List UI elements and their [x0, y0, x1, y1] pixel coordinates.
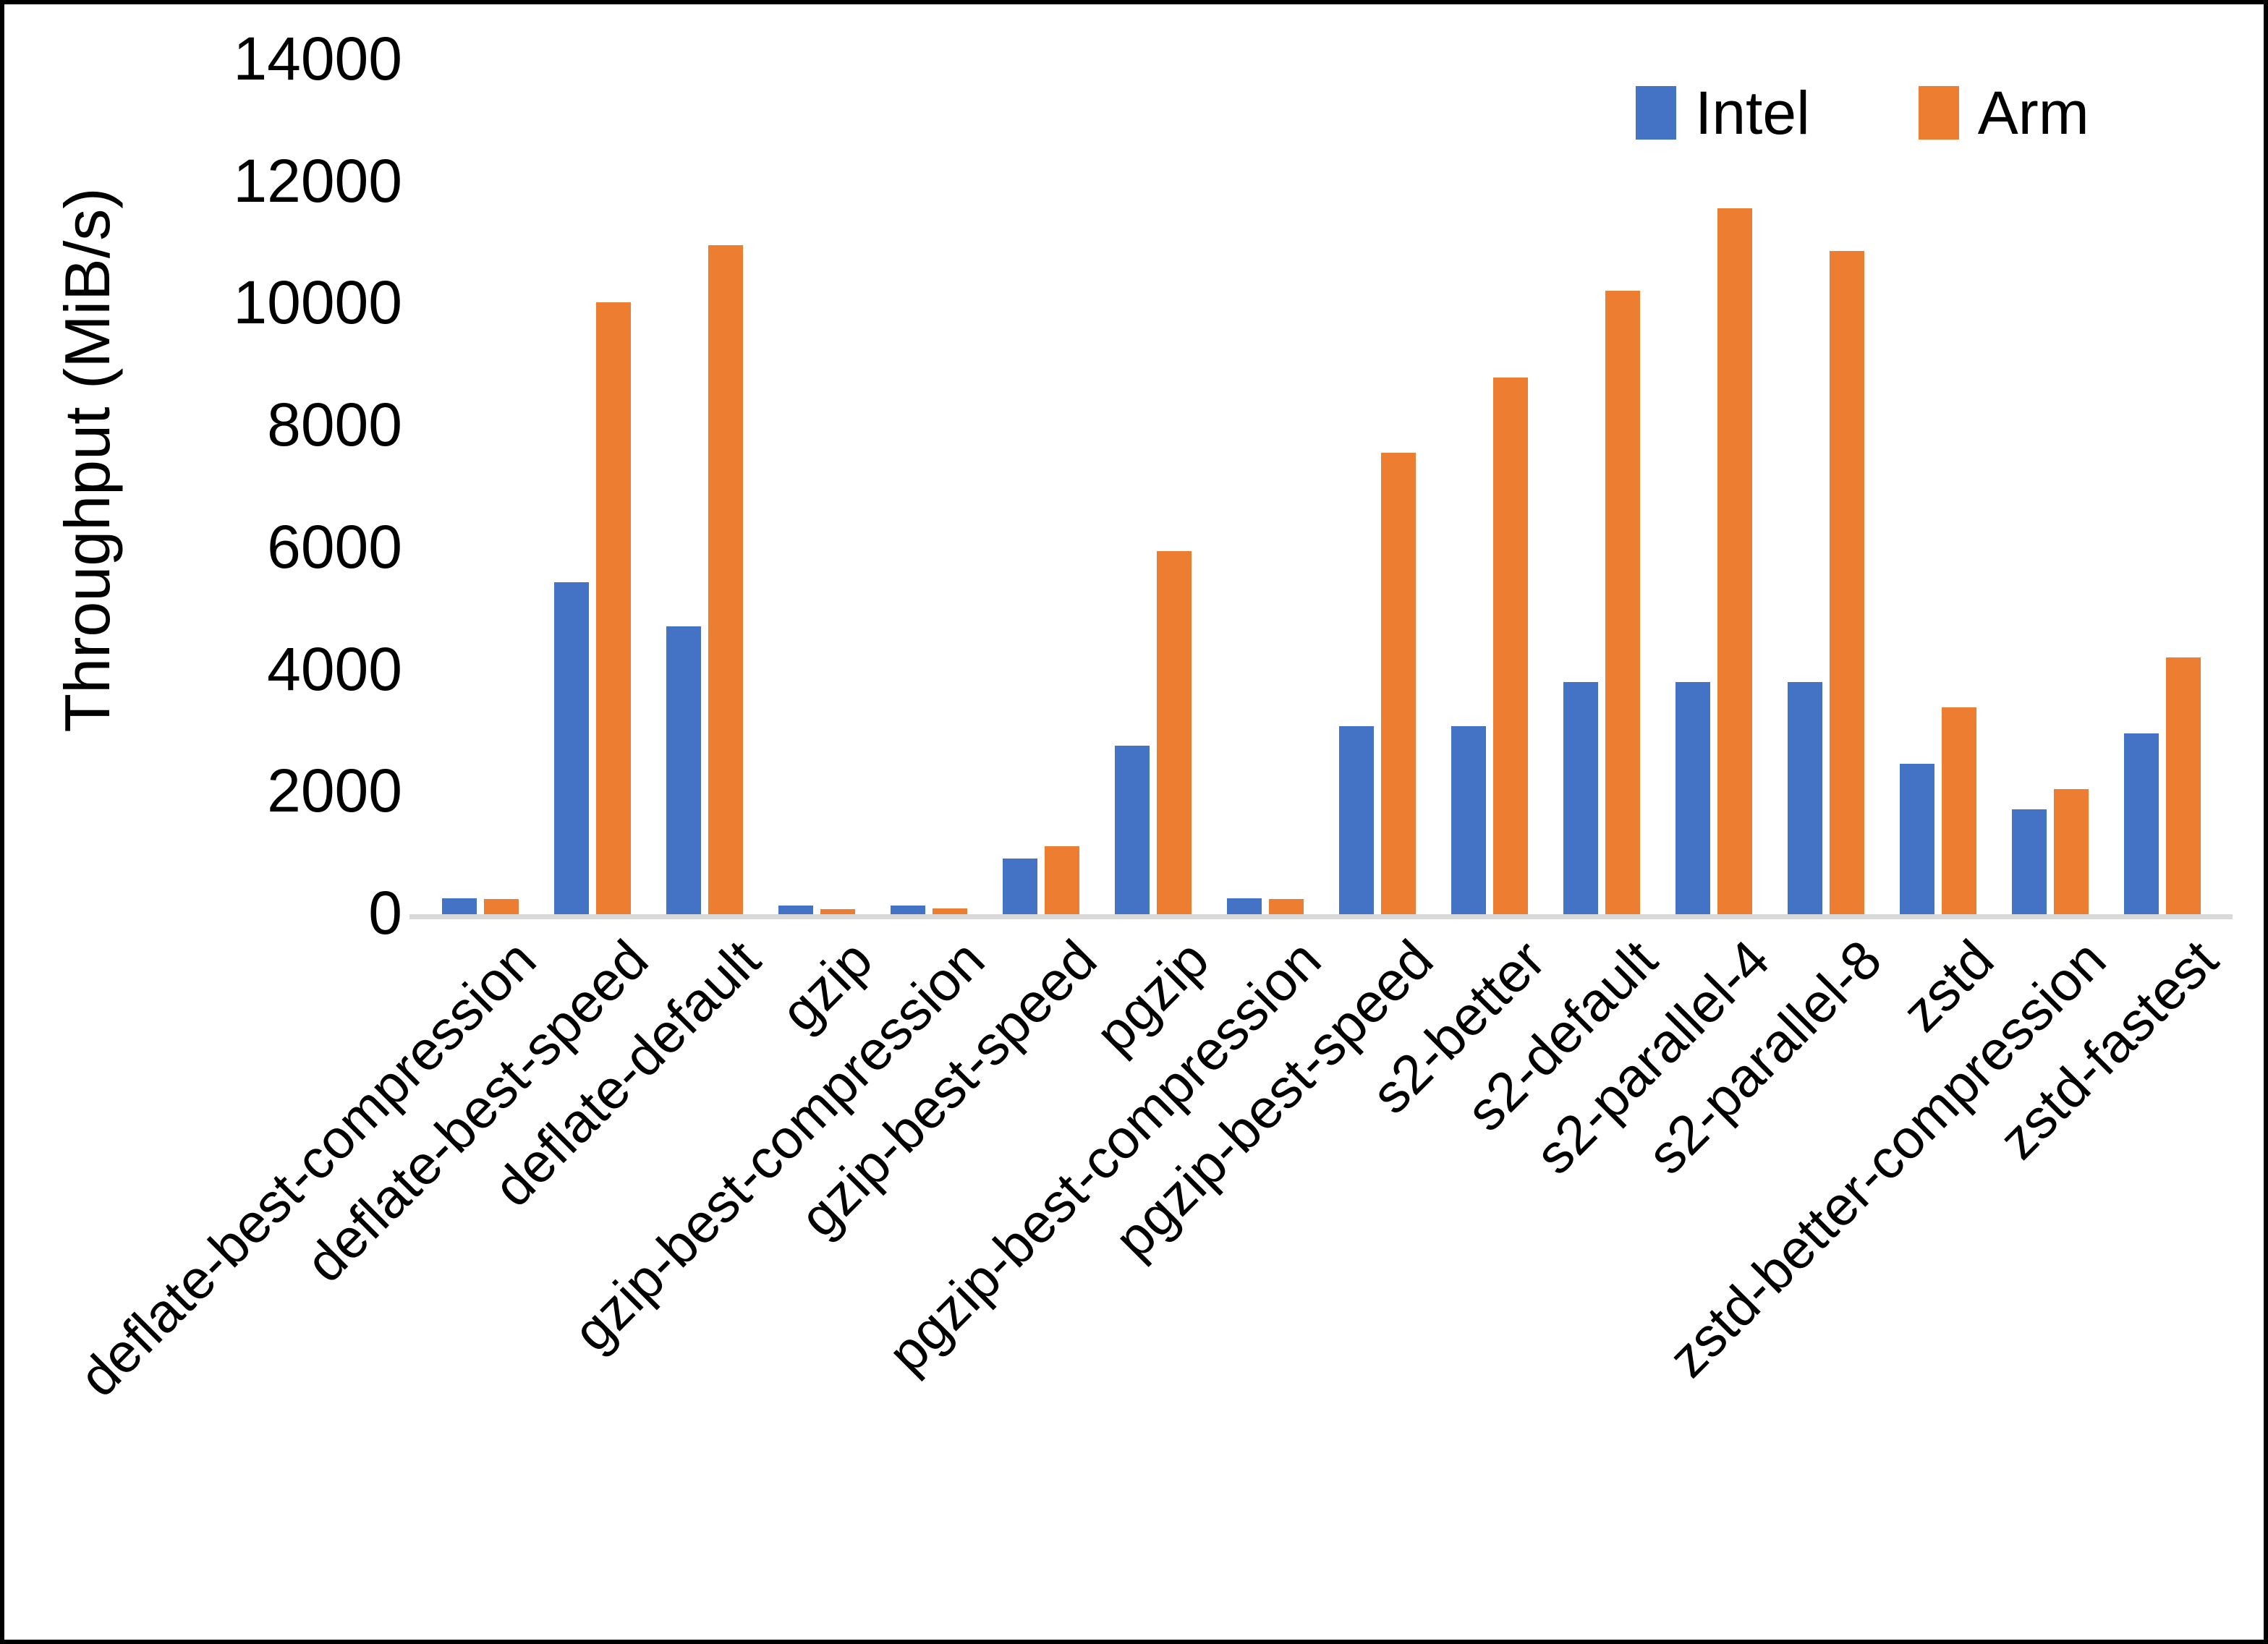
bar-intel[interactable]: [891, 906, 925, 914]
bar-intel[interactable]: [1788, 682, 1822, 914]
bar-group: [1668, 60, 1780, 914]
bar-intel[interactable]: [1115, 746, 1150, 914]
plot-area: [435, 60, 2229, 914]
bar-arm[interactable]: [1381, 453, 1416, 914]
bar-intel[interactable]: [1675, 682, 1710, 914]
bar-intel[interactable]: [1900, 764, 1934, 914]
y-axis-tick-labels: 14000 12000 10000 8000 6000 4000 2000 0: [113, 4, 402, 974]
bar-intel[interactable]: [778, 906, 813, 914]
bar-intel[interactable]: [1451, 726, 1486, 914]
bar-group: [883, 60, 995, 914]
bar-intel[interactable]: [554, 582, 589, 914]
legend-swatch-intel: [1636, 86, 1676, 140]
bar-arm[interactable]: [1493, 377, 1528, 914]
bar-group: [2005, 60, 2117, 914]
bar-arm[interactable]: [820, 908, 855, 914]
x-axis-category-labels: deflate-best-compression deflate-best-spe…: [68, 929, 2230, 1580]
bar-group: [1780, 60, 1893, 914]
bar-intel[interactable]: [1003, 859, 1037, 914]
bar-arm[interactable]: [1942, 707, 1976, 914]
bar-intel[interactable]: [2124, 733, 2159, 914]
y-tick-label: 14000: [233, 25, 402, 93]
y-tick-label: 10000: [233, 268, 402, 337]
x-axis-baseline: [409, 914, 2233, 919]
legend-label: Arm: [1977, 79, 2089, 147]
x-axis-label: deflate-best-compression: [67, 929, 548, 1409]
bar-intel[interactable]: [2012, 809, 2047, 914]
chart-legend: Intel Arm: [1636, 73, 2089, 153]
legend-item[interactable]: Intel: [1636, 82, 1810, 143]
bar-group: [995, 60, 1108, 914]
bar-group: [435, 60, 547, 914]
bar-arm[interactable]: [1717, 208, 1752, 914]
bar-group: [771, 60, 883, 914]
bar-group: [1893, 60, 2005, 914]
bar-arm[interactable]: [484, 898, 519, 914]
legend-item[interactable]: Arm: [1918, 79, 2089, 147]
bar-arm[interactable]: [708, 245, 743, 914]
bar-group: [547, 60, 659, 914]
bar-group: [1108, 60, 1220, 914]
bar-arm[interactable]: [1830, 251, 1864, 914]
y-tick-label: 0: [368, 879, 402, 947]
legend-swatch-arm: [1918, 86, 1959, 140]
bar-arm[interactable]: [596, 302, 631, 914]
bar-intel[interactable]: [1339, 726, 1374, 914]
bar-arm[interactable]: [2166, 657, 2201, 914]
bar-arm[interactable]: [933, 908, 967, 914]
y-tick-label: 12000: [233, 146, 402, 215]
y-tick-label: 4000: [267, 634, 402, 703]
bar-arm[interactable]: [1269, 898, 1304, 914]
bar-arm[interactable]: [2054, 789, 2089, 914]
bar-group: [2117, 60, 2229, 914]
bar-intel[interactable]: [1227, 898, 1262, 914]
bar-arm[interactable]: [1045, 846, 1079, 914]
y-tick-label: 6000: [267, 512, 402, 581]
bar-group: [659, 60, 771, 914]
bar-group: [1332, 60, 1444, 914]
bar-arm[interactable]: [1605, 290, 1640, 914]
bar-arm[interactable]: [1157, 551, 1192, 914]
bar-intel[interactable]: [442, 898, 477, 914]
bar-intel[interactable]: [1563, 682, 1598, 914]
y-tick-label: 8000: [267, 391, 402, 459]
bar-group: [1444, 60, 1556, 914]
bar-group: [1220, 60, 1332, 914]
legend-label: Intel: [1695, 79, 1810, 147]
y-tick-label: 2000: [267, 757, 402, 825]
bar-group: [1556, 60, 1668, 914]
bar-intel[interactable]: [666, 626, 701, 914]
